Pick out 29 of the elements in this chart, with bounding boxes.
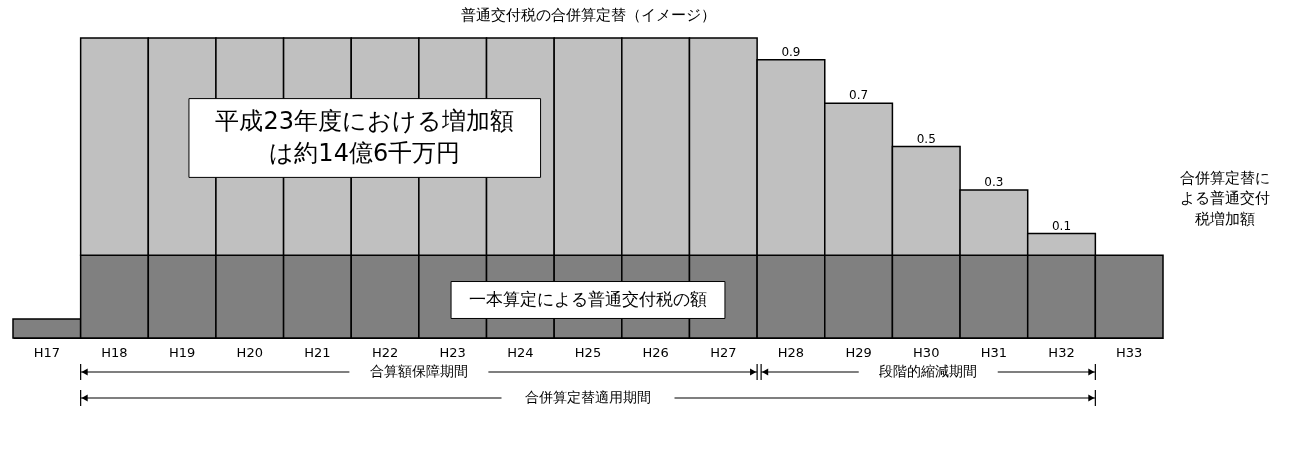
text: 合併算定替適用期間: [525, 389, 651, 405]
x-tick-label: H28: [777, 344, 805, 360]
x-tick-label: H27: [710, 344, 737, 360]
x-tick-label: H18: [101, 344, 128, 360]
x-tick-label: H31: [980, 344, 1008, 360]
x-tick-label: H17: [33, 344, 60, 360]
data-label: 0.5: [916, 131, 936, 146]
x-tick-label: H30: [913, 344, 940, 360]
x-tick-label: H20: [236, 344, 263, 360]
x-tick-label: H25: [574, 344, 602, 360]
x-tick-label: H19: [168, 344, 196, 360]
x-tick-label: H21: [304, 344, 331, 360]
x-tick-label: H24: [507, 344, 534, 360]
data-label: 0.7: [849, 88, 869, 103]
chart-title: 普通交付税の合併算定替（イメージ）: [460, 6, 716, 25]
data-label: 0.9: [781, 44, 801, 59]
text: 合併算定替による普通交付税増加額: [1180, 169, 1270, 228]
x-tick-label: H33: [1116, 344, 1143, 360]
x-tick-label: H26: [642, 344, 669, 360]
x-tick-label: H32: [1048, 344, 1075, 360]
annotation: 平成23年度における増加額は約14億6千万円: [215, 106, 515, 168]
text: 段階的縮減期間: [879, 363, 978, 379]
text: 合算額保障期間: [369, 363, 468, 379]
data-label: 0.3: [984, 175, 1004, 190]
x-tick-label: H22: [371, 344, 399, 360]
x-tick-label: H23: [439, 344, 466, 360]
annotation: 一本算定による普通交付税の額: [469, 289, 707, 309]
data-label: 0.1: [1051, 218, 1072, 233]
x-tick-label: H29: [845, 344, 872, 360]
